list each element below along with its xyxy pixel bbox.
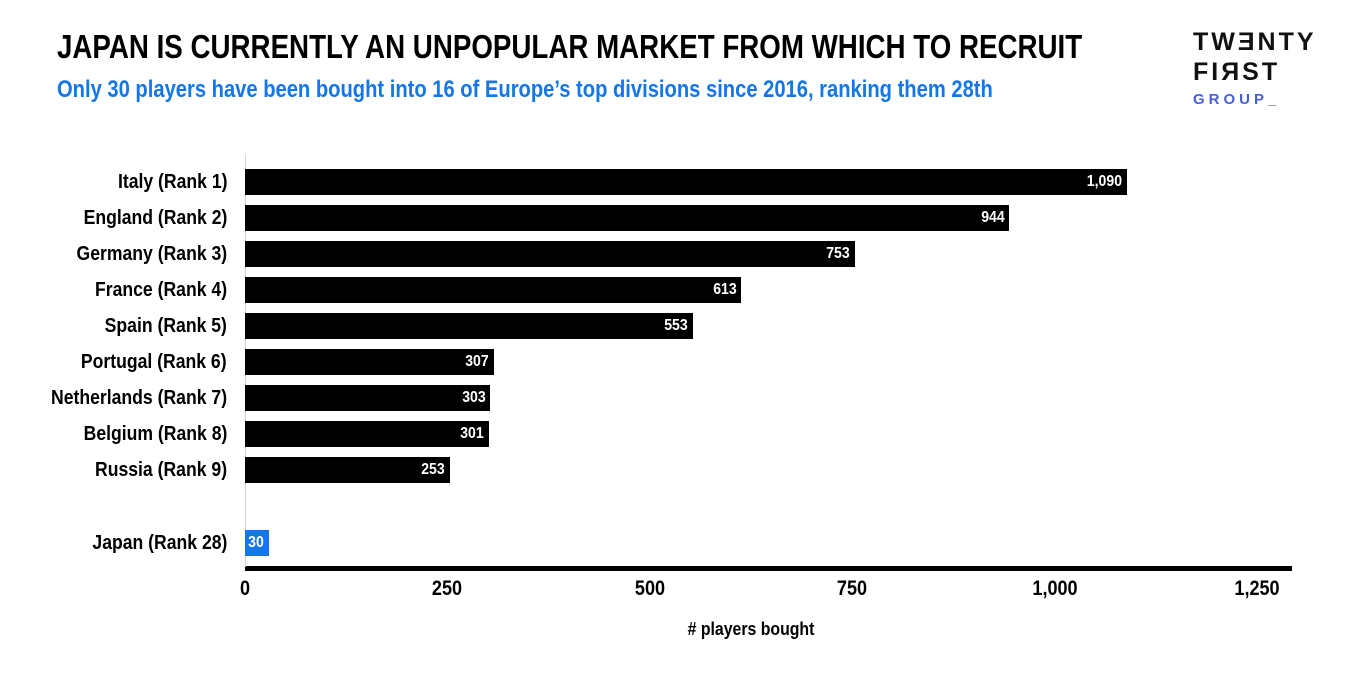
bar-track: 1,090 [245, 169, 1300, 195]
logo-word-twenty: TWƎNTY [1193, 28, 1317, 56]
chart-title: JAPAN IS CURRENTLY AN UNPOPULAR MARKET F… [57, 28, 1082, 66]
bar: 753 [245, 241, 855, 267]
category-label-text: Japan (Rank 28) [92, 531, 227, 554]
bar-value-label: 301 [460, 425, 484, 442]
bar: 30 [245, 530, 270, 556]
category-label: Japan (Rank 28) [0, 532, 245, 555]
bar-value-label: 944 [980, 209, 1005, 226]
bar-value-label: 253 [421, 461, 445, 478]
category-label-text: Portugal (Rank 6) [81, 350, 227, 373]
bar-value-label: 1,090 [1087, 173, 1123, 190]
category-label: Belgium (Rank 8) [0, 423, 245, 446]
chart-row: France (Rank 4) 613 [0, 272, 1300, 308]
bar-track: 253 [245, 457, 1300, 483]
chart-row-spacer [0, 488, 1300, 525]
bar-track: 944 [245, 205, 1300, 231]
chart-subtitle: Only 30 players have been bought into 16… [57, 76, 1082, 104]
x-axis-line [245, 566, 1292, 571]
bar-chart: Italy (Rank 1) 1,090 England (Rank 2) 944 Ge… [0, 155, 1300, 640]
chart-row: Portugal (Rank 6) 307 [0, 344, 1300, 380]
bar: 253 [245, 457, 450, 483]
bar-track: 307 [245, 349, 1300, 375]
x-tick-label: 1,250 [1234, 577, 1280, 600]
bar: 301 [245, 421, 489, 447]
x-tick-label: 250 [432, 577, 463, 600]
x-tick-label: 1,000 [1031, 577, 1078, 600]
bar-track: 553 [245, 313, 1300, 339]
chart-row: England (Rank 2) 944 [0, 200, 1300, 236]
chart-header: JAPAN IS CURRENTLY AN UNPOPULAR MARKET F… [57, 28, 1277, 104]
bar-value-label: 303 [461, 389, 486, 406]
chart-title-text: JAPAN IS CURRENTLY AN UNPOPULAR MARKET F… [57, 28, 1083, 65]
logo-word-first: FIЯST [1193, 58, 1281, 86]
category-label-text: Germany (Rank 3) [76, 242, 227, 265]
category-label-text: Netherlands (Rank 7) [50, 386, 227, 409]
category-label-text: Russia (Rank 9) [94, 458, 227, 481]
bar: 307 [245, 349, 494, 375]
category-label: Germany (Rank 3) [0, 243, 245, 266]
x-axis-ticks: 0 250 500 750 1,000 1,250 [240, 577, 1292, 603]
category-label-text: Italy (Rank 1) [117, 170, 227, 193]
chart-row: Russia (Rank 9) 253 [0, 452, 1300, 488]
category-label-text: France (Rank 4) [94, 278, 227, 301]
category-label: Netherlands (Rank 7) [0, 387, 245, 410]
bar: 613 [245, 277, 742, 303]
twenty-first-group-logo: TWƎNTY FIЯST GROUP_ [1193, 28, 1317, 108]
chart-row: Spain (Rank 5) 553 [0, 308, 1300, 344]
chart-row: Japan (Rank 28) 30 [0, 525, 1300, 561]
bar: 944 [245, 205, 1010, 231]
x-tick-label: 500 [634, 577, 665, 600]
bar-track: 613 [245, 277, 1300, 303]
bar-track: 301 [245, 421, 1300, 447]
category-label: Italy (Rank 1) [0, 171, 245, 194]
chart-rows: Italy (Rank 1) 1,090 England (Rank 2) 944 Ge… [0, 155, 1300, 567]
x-axis-title: # players bought [245, 619, 1257, 640]
bar-value-label: 307 [465, 353, 489, 370]
bar: 1,090 [245, 169, 1128, 195]
category-label-text: Belgium (Rank 8) [83, 422, 227, 445]
logo-word-group: GROUP_ [1193, 91, 1281, 108]
category-label: Russia (Rank 9) [0, 459, 245, 482]
category-label: Spain (Rank 5) [0, 315, 245, 338]
x-tick-label: 0 [239, 577, 251, 600]
chart-row: Belgium (Rank 8) 301 [0, 416, 1300, 452]
bar-value-label: 553 [664, 317, 688, 334]
x-axis-title-text: # players bought [687, 619, 815, 639]
category-label: England (Rank 2) [0, 207, 245, 230]
bar-value-label: 753 [826, 245, 850, 262]
bar-track: 753 [245, 241, 1300, 267]
bar-value-label: 30 [248, 534, 265, 551]
category-label-text: Spain (Rank 5) [104, 314, 227, 337]
bar-track: 30 [245, 530, 1300, 556]
bar-value-label: 613 [712, 281, 737, 298]
x-tick-label: 750 [837, 577, 868, 600]
chart-row: Italy (Rank 1) 1,090 [0, 164, 1300, 200]
category-label-text: England (Rank 2) [83, 206, 227, 229]
category-label: France (Rank 4) [0, 279, 245, 302]
bar: 303 [245, 385, 491, 411]
bar-track: 303 [245, 385, 1300, 411]
chart-row: Netherlands (Rank 7) 303 [0, 380, 1300, 416]
category-label: Portugal (Rank 6) [0, 351, 245, 374]
chart-row: Germany (Rank 3) 753 [0, 236, 1300, 272]
bar: 553 [245, 313, 693, 339]
chart-subtitle-text: Only 30 players have been bought into 16… [57, 76, 993, 103]
